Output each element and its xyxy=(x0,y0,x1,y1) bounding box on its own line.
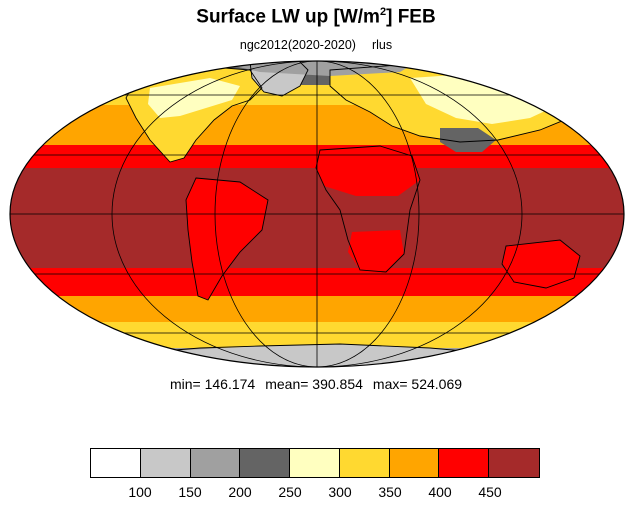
variable-label: rlus xyxy=(371,38,393,52)
coast-antarctica xyxy=(149,343,521,357)
map-border xyxy=(9,60,625,368)
plot-title: Surface LW up [W/m2] FEB xyxy=(196,6,436,28)
colorbar-swatch-3 xyxy=(190,449,241,477)
colorbar-tick-label: 200 xyxy=(228,484,252,500)
graticule-lon-90 xyxy=(214,61,420,367)
band-south-yellow xyxy=(10,322,624,348)
stat-max: max= 524.069 xyxy=(372,376,463,392)
band-north-red xyxy=(10,145,624,168)
colorbar-swatch-1 xyxy=(91,449,141,477)
colorbar-tick-label: 100 xyxy=(128,484,152,500)
colorbar-swatch-2 xyxy=(140,449,191,477)
region-southern-africa xyxy=(348,230,404,272)
region-canada-cold xyxy=(148,78,240,118)
band-south-orange xyxy=(10,296,624,322)
coast-africa xyxy=(315,145,421,273)
stat-mean: mean= 390.854 xyxy=(265,376,363,392)
coast-australia xyxy=(501,239,581,289)
colorbar-tick-label: 150 xyxy=(178,484,202,500)
field-statistics: min= 146.174 mean= 390.854 max= 524.069 xyxy=(0,376,632,392)
region-north-pole-grey xyxy=(200,61,420,76)
colorbar-swatch-4 xyxy=(240,449,291,477)
region-tibet xyxy=(440,128,496,152)
colorbar-swatch-8 xyxy=(439,449,490,477)
map-field xyxy=(10,61,624,367)
coast-south-america xyxy=(185,177,269,301)
colorbar-tick-label: 300 xyxy=(328,484,352,500)
graticule-lon-180 xyxy=(111,61,523,367)
colorbar-swatch-5 xyxy=(290,449,340,477)
colorbar-tick-label: 350 xyxy=(378,484,402,500)
colorbar-tick-label: 400 xyxy=(428,484,452,500)
colorbar-ticks: 100 150 200 250 300 350 400 450 xyxy=(0,484,632,502)
stat-min: min= 146.174 xyxy=(169,376,256,392)
model-run-label: ngc2012(2020-2020) xyxy=(239,38,356,52)
world-map xyxy=(9,60,625,368)
colorbar-tick-label: 250 xyxy=(278,484,302,500)
region-australia xyxy=(502,240,580,288)
coast-north-america xyxy=(125,65,263,163)
colorbar-tick-label: 450 xyxy=(478,484,502,500)
colorbar-swatch-9 xyxy=(489,449,540,477)
colorbar-swatch-7 xyxy=(389,449,440,477)
coast-greenland xyxy=(249,61,309,97)
region-south-america xyxy=(186,178,268,300)
colorbar xyxy=(90,448,540,478)
plot-subtitle: ngc2012(2020-2020) rlus xyxy=(0,38,632,52)
region-africa-north xyxy=(316,146,420,196)
colorbar-swatch-6 xyxy=(339,449,390,477)
